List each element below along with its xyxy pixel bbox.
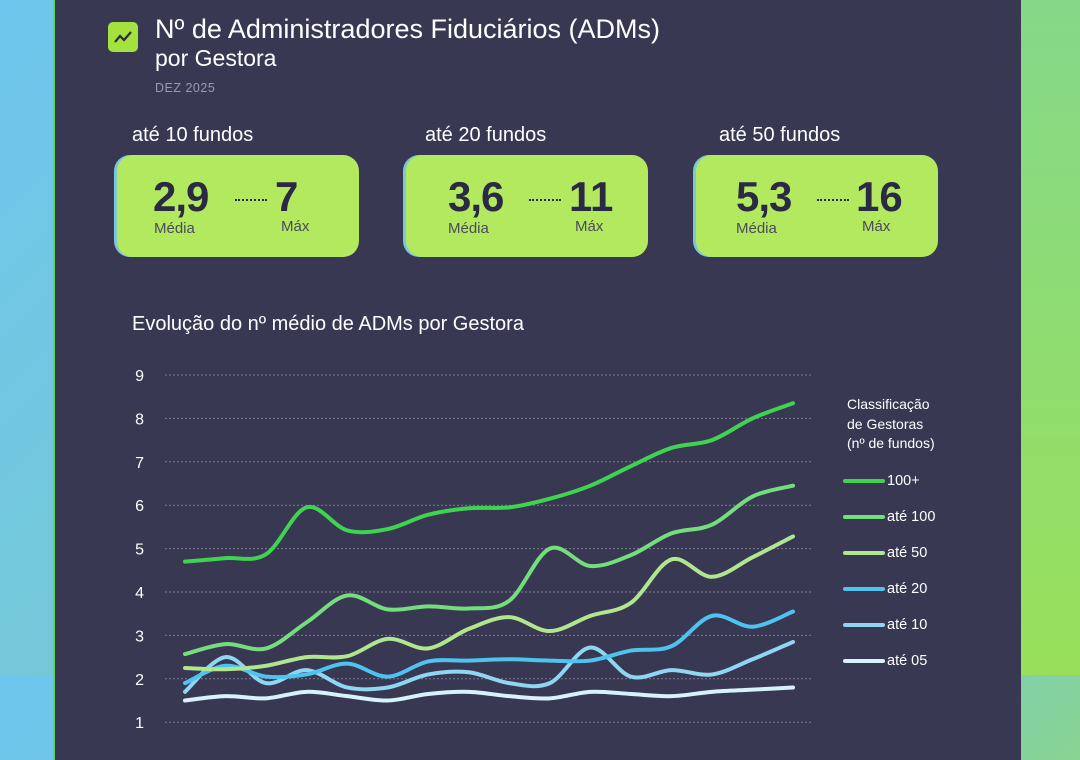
kpi-avg-label: Média [154, 220, 195, 237]
legend-title-line: de Gestoras [847, 415, 924, 432]
y-tick-label: 5 [135, 542, 144, 559]
legend-label: até 20 [887, 581, 928, 597]
kpi-max-label: Máx [862, 218, 891, 235]
legend-label: 100+ [887, 473, 920, 489]
legend-swatch [843, 623, 885, 627]
y-tick-label: 4 [135, 585, 144, 602]
legend-title-line: (nº de fundos) [847, 435, 935, 451]
trending-up-icon [108, 22, 138, 52]
legend-title-line: Classificação [847, 396, 930, 412]
series-line [183, 685, 795, 703]
y-tick-label: 8 [135, 411, 144, 428]
legend-item: até 50 [843, 543, 927, 563]
series-line [183, 401, 795, 564]
kpi-avg: 2,9 [153, 173, 209, 220]
kpi-max: 16 [856, 173, 903, 220]
dotted-connector [817, 199, 849, 201]
kpi-label-10: até 10 fundos [132, 124, 254, 146]
y-tick-label: 2 [135, 672, 144, 689]
kpi-card-20: 3,6 11 Média Máx [406, 155, 648, 257]
y-tick-label: 1 [135, 715, 144, 732]
background-right [1019, 0, 1080, 675]
legend-item: até 20 [843, 579, 927, 599]
legend-label: até 05 [887, 653, 928, 669]
page-subtitle: por Gestora [155, 45, 277, 71]
legend-swatch [843, 479, 885, 483]
report-panel [53, 0, 1021, 760]
legend-item: até 100 [843, 507, 935, 527]
page-title: Nº de Administradores Fiduciários (ADMs) [155, 14, 661, 44]
dotted-connector [235, 199, 267, 201]
series-line [183, 534, 795, 672]
kpi-label-20: até 20 fundos [425, 124, 547, 146]
legend-item: até 05 [843, 651, 927, 671]
kpi-max: 11 [569, 173, 614, 220]
y-tick-label: 6 [135, 498, 144, 515]
y-tick-label: 7 [135, 455, 144, 472]
kpi-avg: 3,6 [448, 173, 504, 220]
y-tick-label: 3 [135, 628, 144, 645]
legend-swatch [843, 659, 885, 663]
kpi-card-50: 5,3 16 Média Máx [696, 155, 938, 257]
legend-label: até 50 [887, 545, 928, 561]
legend-item: até 10 [843, 615, 927, 635]
legend-title: Classificação de Gestoras (nº de fundos) [847, 395, 935, 454]
kpi-label-50: até 50 fundos [719, 124, 841, 146]
dotted-connector [529, 199, 561, 201]
legend-swatch [843, 551, 885, 555]
chart-title: Evolução do nº médio de ADMs por Gestora [132, 313, 524, 335]
kpi-max: 7 [275, 173, 299, 220]
kpi-card-10: 2,9 7 Média Máx [117, 155, 359, 257]
legend-label: até 100 [887, 509, 936, 525]
kpi-max-label: Máx [575, 218, 604, 235]
legend-item: 100+ [843, 471, 920, 491]
kpi-max-label: Máx [281, 218, 310, 235]
kpi-avg-label: Média [448, 220, 489, 237]
kpi-avg: 5,3 [736, 173, 792, 220]
kpi-avg-label: Média [736, 220, 777, 237]
date-label: DEZ 2025 [155, 81, 216, 95]
legend-label: até 10 [887, 617, 928, 633]
series-line [183, 483, 795, 657]
y-tick-label: 9 [135, 368, 144, 385]
series-line [183, 639, 795, 694]
legend-swatch [843, 587, 885, 591]
legend-swatch [843, 515, 885, 519]
